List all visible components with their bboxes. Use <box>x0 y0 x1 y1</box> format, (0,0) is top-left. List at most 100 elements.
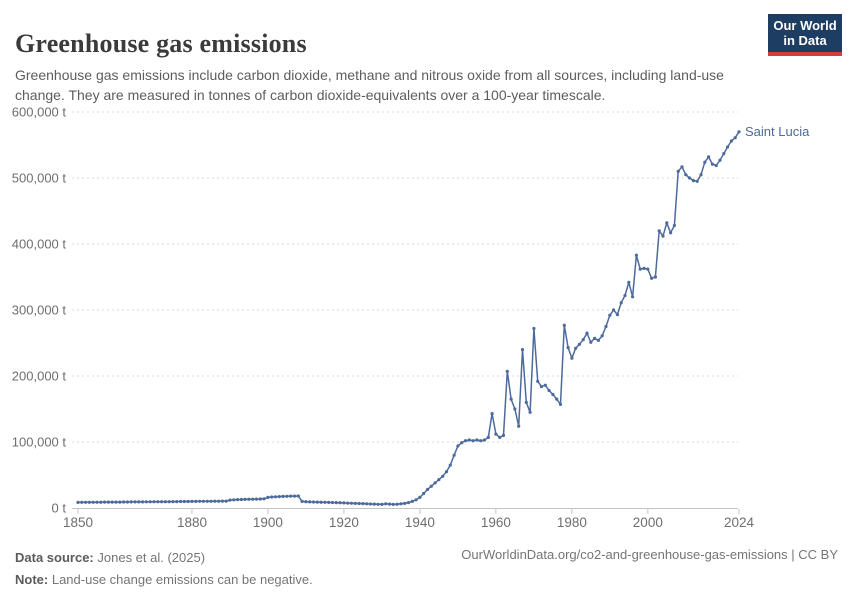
data-point-1989[interactable] <box>604 324 608 329</box>
data-point-1869[interactable] <box>148 500 152 504</box>
attribution-link[interactable]: OurWorldinData.org/co2-and-greenhouse-ga… <box>461 547 838 562</box>
data-point-2000[interactable] <box>646 267 650 271</box>
data-point-1882[interactable] <box>198 499 202 503</box>
data-point-2010[interactable] <box>684 173 688 177</box>
data-point-2021[interactable] <box>726 145 730 149</box>
data-point-1987[interactable] <box>596 338 601 342</box>
data-point-1974[interactable] <box>547 388 551 393</box>
data-point-1961[interactable] <box>498 435 502 439</box>
data-point-1931[interactable] <box>384 502 388 506</box>
data-point-1973[interactable] <box>543 383 547 387</box>
data-point-2022[interactable] <box>729 139 734 143</box>
data-point-2011[interactable] <box>688 176 692 180</box>
data-point-1985[interactable] <box>589 340 593 344</box>
data-point-1934[interactable] <box>395 502 399 506</box>
data-point-1914[interactable] <box>319 500 323 504</box>
data-point-1913[interactable] <box>315 500 319 504</box>
data-point-1903[interactable] <box>277 495 281 499</box>
data-point-1904[interactable] <box>281 494 285 498</box>
data-point-1860[interactable] <box>114 500 118 504</box>
data-point-2017[interactable] <box>710 162 715 166</box>
data-point-1893[interactable] <box>239 497 243 502</box>
data-point-1998[interactable] <box>638 267 642 271</box>
data-point-1906[interactable] <box>289 494 293 498</box>
data-point-1965[interactable] <box>513 407 517 411</box>
data-point-1858[interactable] <box>106 500 110 504</box>
entity-label-saint-lucia[interactable]: Saint Lucia <box>745 124 810 139</box>
owid-logo[interactable]: Our World in Data <box>768 14 842 56</box>
data-point-1950[interactable] <box>456 444 460 448</box>
data-point-1867[interactable] <box>141 500 145 504</box>
data-point-1964[interactable] <box>509 397 513 401</box>
data-point-1916[interactable] <box>327 500 331 504</box>
data-point-1918[interactable] <box>334 501 338 505</box>
data-point-1922[interactable] <box>349 501 354 505</box>
data-point-1889[interactable] <box>224 499 228 503</box>
data-point-1859[interactable] <box>110 500 114 504</box>
data-point-1991[interactable] <box>612 308 616 312</box>
data-point-1912[interactable] <box>311 500 316 504</box>
data-point-2019[interactable] <box>718 158 722 162</box>
data-point-1997[interactable] <box>634 253 639 257</box>
data-point-1854[interactable] <box>91 500 95 504</box>
data-point-1885[interactable] <box>209 499 213 503</box>
data-point-1990[interactable] <box>608 313 612 317</box>
data-point-2014[interactable] <box>699 173 703 177</box>
data-point-1928[interactable] <box>372 502 376 506</box>
data-point-1953[interactable] <box>467 438 471 442</box>
data-point-2007[interactable] <box>672 223 677 228</box>
data-point-2002[interactable] <box>653 275 658 279</box>
data-point-1888[interactable] <box>220 499 224 503</box>
data-point-1866[interactable] <box>137 500 141 504</box>
data-point-2009[interactable] <box>680 165 684 169</box>
data-point-2012[interactable] <box>691 179 696 183</box>
data-point-1941[interactable] <box>422 491 426 496</box>
data-point-1993[interactable] <box>619 301 623 305</box>
data-point-1915[interactable] <box>323 500 327 504</box>
data-point-1951[interactable] <box>460 441 464 445</box>
data-point-1994[interactable] <box>623 293 627 298</box>
data-point-1939[interactable] <box>414 498 418 502</box>
data-point-1942[interactable] <box>425 487 430 492</box>
line-chart-canvas[interactable]: 0 t 100,000 t 200,000 t 300,000 t 400,000 t 5… <box>0 0 850 545</box>
data-point-1850[interactable] <box>76 500 80 504</box>
data-point-1935[interactable] <box>399 502 403 506</box>
data-point-1975[interactable] <box>551 392 555 397</box>
data-point-1908[interactable] <box>296 494 300 498</box>
data-point-1857[interactable] <box>103 500 107 504</box>
series-line-saint-lucia[interactable] <box>77 131 740 506</box>
data-point-1884[interactable] <box>205 499 209 503</box>
data-point-1955[interactable] <box>475 438 479 442</box>
data-point-1944[interactable] <box>433 481 437 485</box>
data-point-1971[interactable] <box>536 379 540 383</box>
data-point-1968[interactable] <box>524 400 528 404</box>
data-point-1853[interactable] <box>87 500 91 504</box>
data-point-1981[interactable] <box>574 346 578 350</box>
data-point-1863[interactable] <box>125 500 129 504</box>
data-point-1945[interactable] <box>437 478 441 482</box>
data-point-1984[interactable] <box>585 331 589 335</box>
data-point-1872[interactable] <box>160 500 164 504</box>
data-point-1868[interactable] <box>144 500 148 504</box>
data-point-1972[interactable] <box>539 385 544 389</box>
data-point-1892[interactable] <box>236 498 240 502</box>
data-point-1979[interactable] <box>566 346 570 350</box>
data-point-1999[interactable] <box>642 266 646 270</box>
data-point-1954[interactable] <box>471 439 475 443</box>
data-point-1929[interactable] <box>376 502 380 506</box>
data-point-1878[interactable] <box>182 499 186 504</box>
data-point-1852[interactable] <box>84 500 88 504</box>
data-point-1873[interactable] <box>163 500 167 504</box>
data-point-2016[interactable] <box>707 155 711 159</box>
data-point-1949[interactable] <box>452 453 456 457</box>
data-point-1986[interactable] <box>593 336 597 340</box>
data-point-1937[interactable] <box>406 501 411 505</box>
data-point-1911[interactable] <box>308 500 312 504</box>
data-point-1886[interactable] <box>213 499 217 503</box>
data-point-1864[interactable] <box>129 500 133 504</box>
data-point-1862[interactable] <box>122 500 126 504</box>
data-point-1978[interactable] <box>562 323 566 327</box>
data-point-2003[interactable] <box>657 229 661 233</box>
data-point-1898[interactable] <box>258 497 262 501</box>
data-point-1909[interactable] <box>300 499 304 503</box>
